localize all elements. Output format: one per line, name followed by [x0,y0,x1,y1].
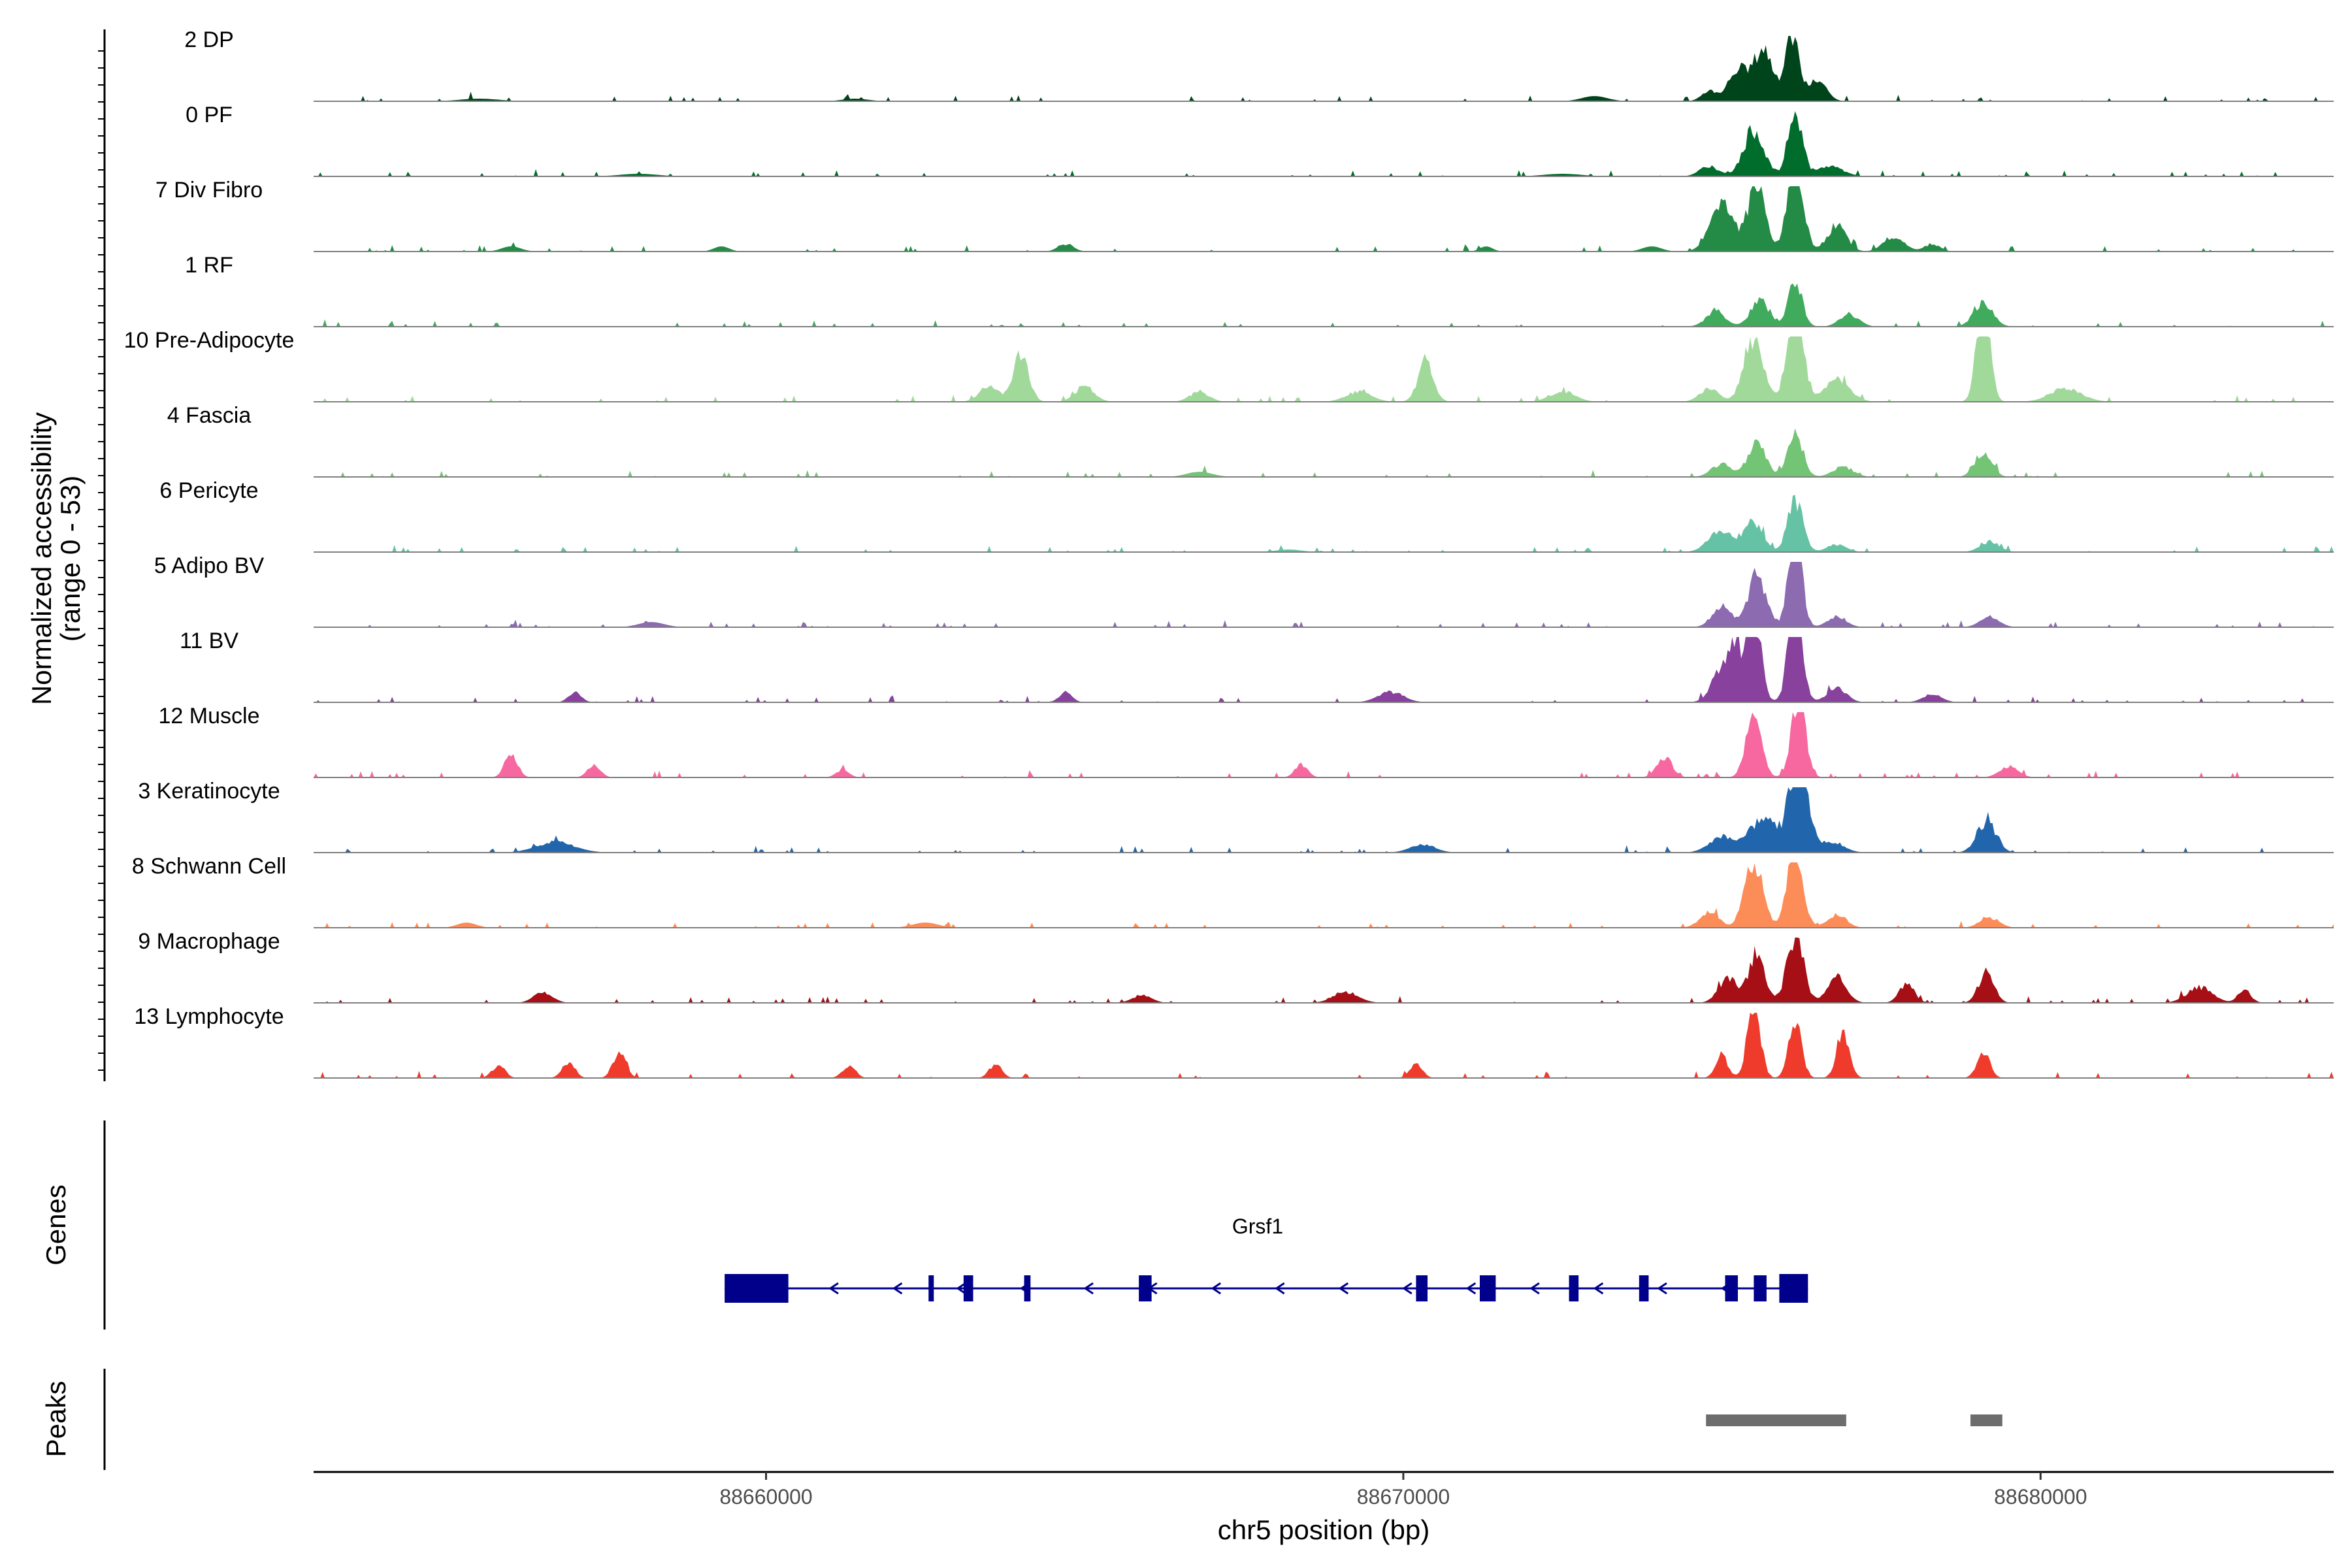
gene-strand-arrow [956,1282,966,1295]
track-coverage-area [314,111,2334,176]
gene-exon [1139,1275,1152,1301]
y-axis-title-line2: (range 0 - 53) [55,476,86,642]
gene-exon [725,1274,789,1303]
track-label: 8 Schwann Cell [132,854,286,879]
peaks-panel: Peaks [41,1369,2002,1470]
track-coverage-area [314,495,2334,552]
track-4-fascia: 4 Fascia [167,403,2334,478]
gene-strand-arrow [1211,1282,1222,1295]
track-label: 9 Macrophage [138,929,280,954]
track-coverage-area [314,862,2334,928]
gene-exon [1754,1275,1767,1301]
track-label: 4 Fascia [167,403,252,428]
gene-model [725,1274,1808,1303]
x-axis-tick-label: 88670000 [1357,1485,1450,1509]
track-12-muscle: 12 Muscle [159,704,2334,778]
gene-strand-arrow [828,1282,839,1295]
track-coverage-area [314,712,2334,777]
track-1-rf: 1 RF [185,253,2334,327]
track-coverage-area [314,637,2334,702]
track-10-pre-adipocyte: 10 Pre-Adipocyte [124,328,2334,402]
track-label: 2 DP [184,27,234,52]
x-axis: 88660000 88670000 88680000 chr5 position (… [314,1471,2334,1545]
track-3-keratinocyte: 3 Keratinocyte [138,779,2334,853]
gene-exon [963,1275,973,1301]
gene-exon [1416,1275,1428,1301]
track-coverage-area [314,562,2334,627]
gene-exon [1024,1275,1031,1301]
x-axis-tick-label: 88680000 [1994,1485,2087,1509]
track-11-bv: 11 BV [180,629,2334,703]
gene-exon [1569,1275,1579,1301]
peak-region [1706,1414,1846,1426]
track-coverage-area [314,283,2334,327]
track-label: 11 BV [180,629,238,653]
track-9-macrophage: 9 Macrophage [138,929,2334,1004]
gene-strand-arrow [1529,1282,1540,1295]
gene-strand-arrow [1465,1282,1477,1295]
peaks-panel-label: Peaks [41,1381,71,1458]
coverage-axis-ticks [98,50,105,1071]
track-8-schwann-cell: 8 Schwann Cell [132,854,2334,928]
x-axis-ticks: 88660000 88670000 88680000 [719,1472,2087,1509]
gene-exon [1779,1274,1808,1303]
gene-strand-arrow [892,1282,903,1295]
track-coverage-area [314,787,2334,853]
peak-regions [1706,1414,2002,1426]
gene-exon [1639,1275,1649,1301]
gene-strand-arrow [1338,1282,1349,1295]
track-coverage-area [314,938,2334,1003]
coverage-tracks: 2 DP 0 PF 7 Div Fibro 1 RF 10 Pre-Adipocyte 4… [124,27,2334,1079]
track-label: 5 Adipo BV [154,553,265,578]
track-label: 0 PF [186,103,233,127]
track-7-div-fibro: 7 Div Fibro [155,178,2334,252]
track-13-lymphocyte: 13 Lymphocyte [134,1004,2334,1079]
x-axis-title: chr5 position (bp) [1218,1514,1430,1545]
track-label: 1 RF [185,253,233,278]
y-axis-title: Normalized accessibility (range 0 - 53) [26,412,86,705]
gene-name-label: Grsf1 [1232,1215,1283,1238]
x-axis-tick-label: 88660000 [719,1485,812,1509]
gene-exon [1725,1275,1739,1301]
track-coverage-area [314,186,2334,252]
track-5-adipo-bv: 5 Adipo BV [154,553,2334,628]
track-label: 13 Lymphocyte [134,1004,284,1029]
gene-strand-arrow [1402,1282,1413,1295]
track-coverage-area [314,428,2334,477]
track-label: 6 Pericyte [159,478,258,503]
gene-strand-arrow [1083,1282,1094,1295]
genes-panel: Genes Grsf1 [41,1120,1808,1330]
gene-exon [928,1275,934,1301]
track-label: 7 Div Fibro [155,178,263,203]
gene-strand-arrow [1593,1282,1604,1295]
track-coverage-area [314,336,2334,402]
track-2-dp: 2 DP [184,27,2334,102]
gene-exon [1479,1275,1496,1301]
track-coverage-area [314,36,2334,101]
track-label: 3 Keratinocyte [138,779,280,804]
track-6-pericyte: 6 Pericyte [159,478,2334,553]
track-0-pf: 0 PF [186,103,2334,177]
track-coverage-area [314,1013,2334,1078]
track-label: 12 Muscle [159,704,260,728]
gene-strand-arrow [1275,1282,1285,1295]
y-axis-title-line1: Normalized accessibility [26,412,57,705]
track-label: 10 Pre-Adipocyte [124,328,295,353]
genes-panel-label: Genes [41,1184,71,1266]
peak-region [1970,1414,2002,1426]
gene-strand-arrow [1657,1282,1667,1295]
